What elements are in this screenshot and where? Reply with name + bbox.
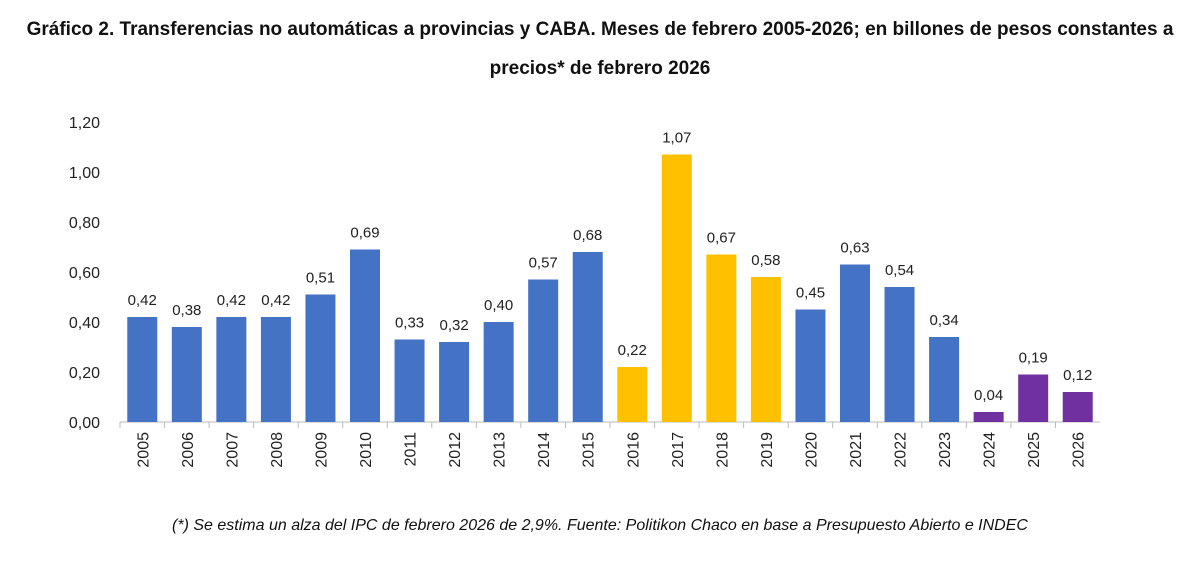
x-tick-label: 2018 [714,432,731,468]
bar-2014 [528,279,559,422]
bar-2017 [661,154,692,422]
x-tick-label: 2006 [180,432,197,468]
data-label: 0,04 [974,387,1003,404]
data-label: 0,58 [751,252,780,269]
y-tick-label: 0,80 [69,215,100,232]
x-tick-label: 2022 [893,432,910,468]
y-tick-label: 0,20 [69,365,100,382]
bar-2025 [1018,374,1049,422]
bar-2023 [929,337,960,422]
bar-2005 [127,317,158,422]
x-tick-label: 2005 [135,432,152,468]
data-label: 0,19 [1019,350,1048,367]
x-tick-label: 2026 [1071,432,1088,468]
data-label: 0,22 [618,342,647,359]
bar-2022 [884,287,915,422]
x-tick-label: 2020 [803,432,820,468]
data-label: 0,57 [529,255,558,272]
bar-2024 [973,412,1004,422]
data-label: 0,42 [217,292,246,309]
y-tick-label: 0,00 [69,415,100,432]
bar-2012 [439,342,470,422]
bar-2007 [216,317,247,422]
data-label: 0,51 [306,270,335,287]
bar-2016 [617,367,648,422]
bar-2008 [260,317,291,422]
data-label: 0,54 [885,262,914,279]
x-tick-label: 2010 [358,432,375,468]
data-label: 0,32 [439,317,468,334]
data-label: 0,45 [796,285,825,302]
x-tick-label: 2024 [982,432,999,468]
chart-footnote: (*) Se estima un alza del IPC de febrero… [172,517,1028,534]
bar-2013 [483,322,514,422]
data-label: 0,69 [350,225,379,242]
bar-2015 [572,252,603,422]
x-tick-label: 2016 [625,432,642,468]
x-tick-label: 2014 [536,432,553,468]
data-label: 1,07 [662,130,691,147]
x-tick-label: 2009 [313,432,330,468]
data-label: 0,34 [929,312,958,329]
bar-2021 [840,264,870,422]
y-tick-label: 0,60 [69,265,100,282]
x-tick-label: 2025 [1026,432,1043,468]
bar-2010 [350,249,380,422]
x-tick-label: 2017 [670,432,687,468]
data-label: 0,12 [1063,367,1092,384]
data-label: 0,40 [484,297,513,314]
chart-title: Gráfico 2. Transferencias no automáticas… [26,19,1174,79]
x-tick-label: 2015 [581,432,598,468]
data-label: 0,38 [172,302,201,319]
y-tick-label: 1,20 [69,115,100,132]
x-tick-label: 2023 [937,432,954,468]
bar-2011 [394,339,425,422]
bar-2018 [706,254,737,422]
y-tick-label: 0,40 [69,315,100,332]
data-label: 0,42 [261,292,290,309]
bar-2006 [171,327,202,422]
data-label: 0,67 [707,230,736,247]
data-label: 0,33 [395,315,424,332]
x-tick-label: 2019 [759,432,776,468]
data-label: 0,63 [840,240,869,257]
bar-2026 [1062,392,1093,422]
x-tick-label: 2008 [269,432,286,468]
bar-2019 [750,277,781,422]
y-tick-label: 1,00 [69,165,100,182]
data-label: 0,42 [128,292,157,309]
bar-2009 [305,294,336,422]
x-tick-label: 2021 [848,432,865,468]
data-label: 0,68 [573,227,602,244]
x-tick-label: 2013 [492,432,509,468]
x-tick-label: 2012 [447,432,464,468]
bar-2020 [795,309,826,422]
x-tick-label: 2007 [224,432,241,468]
x-tick-label: 2011 [403,432,420,467]
